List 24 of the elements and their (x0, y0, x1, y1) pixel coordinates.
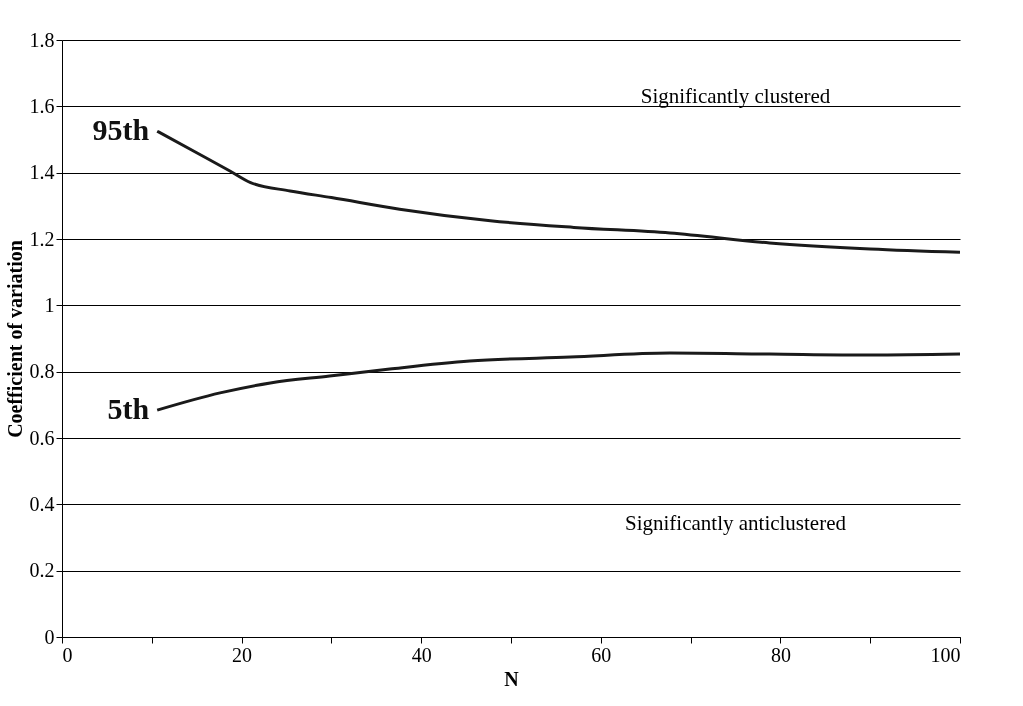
y-tick-label: 1.6 (29, 94, 55, 117)
line-series (155, 129, 962, 254)
x-tick-label: 20 (232, 643, 253, 666)
annotation: Significantly clustered (640, 83, 831, 108)
series-label: 95th (92, 113, 150, 147)
y-tick-label: 1.2 (29, 227, 55, 250)
x-tick-label: 100 (930, 643, 961, 666)
series-label: 5th (107, 392, 150, 426)
x-tick-label: 0 (62, 643, 73, 666)
y-tick-label: 0.2 (29, 559, 55, 582)
annotation: Significantly anticlustered (624, 510, 847, 535)
y-tick-label: 0 (44, 625, 55, 648)
line-series (155, 351, 962, 412)
x-tick-label: 40 (411, 643, 432, 666)
y-tick-label: 0.8 (29, 360, 55, 383)
y-tick-label: 0.4 (29, 492, 55, 515)
y-tick-label: 1.8 (29, 28, 55, 51)
y-tick-label: 0.6 (29, 426, 55, 449)
x-axis-title: N (504, 667, 520, 690)
x-tick-label: 60 (591, 643, 612, 666)
x-tick-label: 80 (770, 643, 791, 666)
y-axis-title: Coefficient of variation (3, 240, 26, 438)
y-tick-label: 1.4 (29, 161, 55, 184)
y-tick-label: 1 (44, 293, 55, 316)
